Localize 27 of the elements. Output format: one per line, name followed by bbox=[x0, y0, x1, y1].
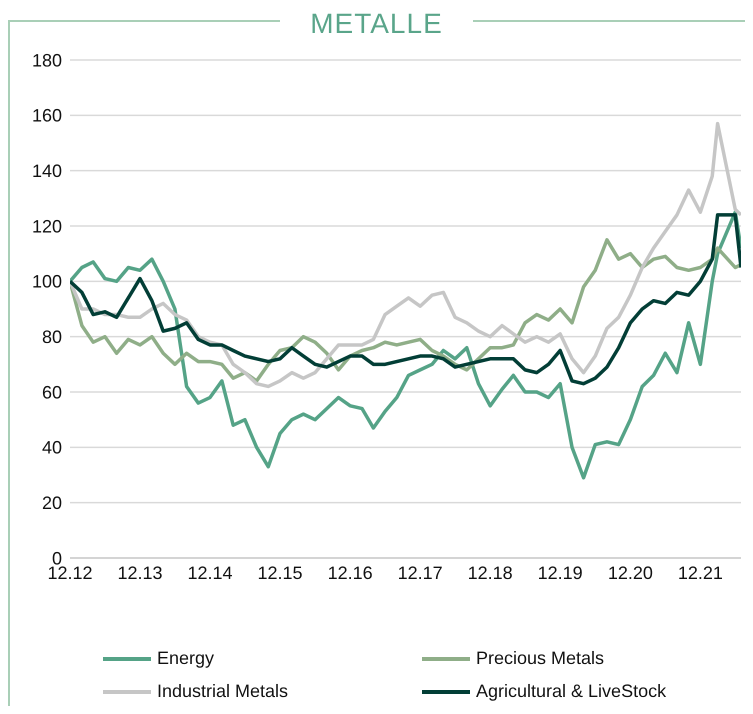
line-series bbox=[70, 122, 741, 388]
line-series bbox=[70, 238, 741, 383]
y-tick-label: 60 bbox=[42, 382, 62, 402]
x-tick-label: 12.21 bbox=[678, 562, 723, 583]
legend-label: Industrial Metals bbox=[157, 681, 288, 702]
y-tick-label: 80 bbox=[42, 327, 62, 348]
x-tick-label: 12.16 bbox=[328, 562, 373, 583]
y-tick-label: 100 bbox=[32, 272, 62, 292]
legend-label: Precious Metals bbox=[476, 648, 604, 669]
legend-label: Agricultural & LiveStock bbox=[476, 681, 666, 702]
y-tick-label: 160 bbox=[32, 106, 62, 126]
y-tick-label: 120 bbox=[32, 216, 62, 236]
y-tick-label: 140 bbox=[32, 161, 62, 182]
x-tick-label: 12.20 bbox=[608, 562, 653, 583]
x-tick-label: 12.14 bbox=[187, 562, 233, 583]
x-tick-label: 12.13 bbox=[117, 562, 163, 583]
y-tick-label: 20 bbox=[42, 493, 62, 514]
x-tick-label: 12.17 bbox=[398, 562, 443, 583]
y-tick-label: 40 bbox=[42, 438, 62, 458]
chart-title: METALLE bbox=[280, 8, 473, 39]
x-tick-label: 12.15 bbox=[257, 562, 303, 583]
x-tick-label: 12.18 bbox=[468, 562, 513, 583]
x-tick-label: 12.19 bbox=[538, 562, 583, 583]
line-series bbox=[70, 213, 741, 386]
y-tick-label: 180 bbox=[32, 50, 62, 70]
line-series bbox=[70, 210, 741, 480]
legend-label: Energy bbox=[157, 648, 214, 669]
